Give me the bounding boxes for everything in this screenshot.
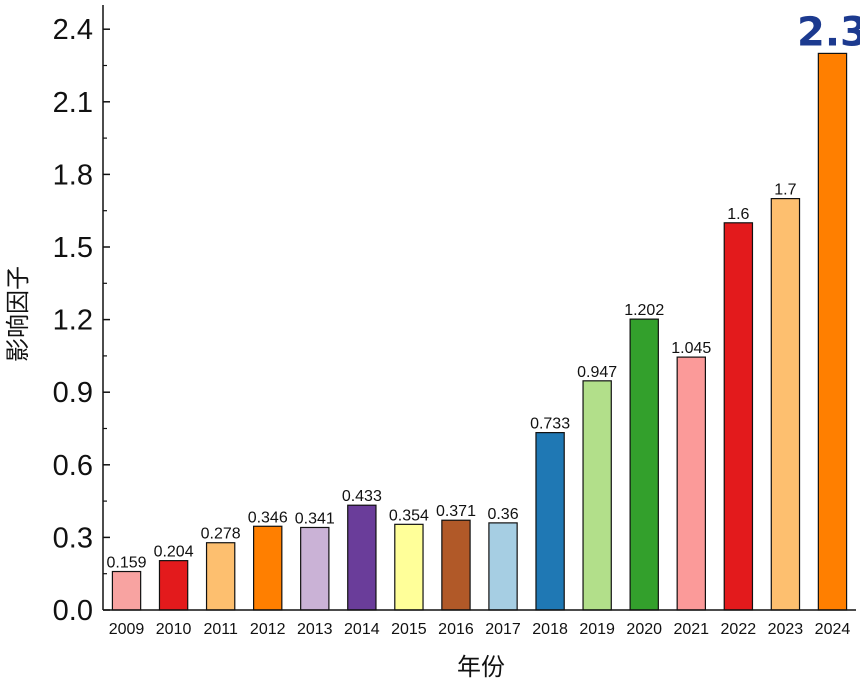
bar-2010	[158, 560, 189, 611]
bar-2012	[253, 525, 283, 611]
x-tick-label-2019: 2019	[579, 621, 615, 638]
x-axis-title: 年份	[457, 653, 505, 681]
bars-group: 0.159 0.204 0.278 0.346 0.341 0.433 0.354 0.371…	[107, 9, 860, 611]
x-tick-label-2015: 2015	[391, 621, 427, 638]
data-label-2023: 1.7	[774, 182, 796, 199]
x-tick-label-2009: 2009	[109, 621, 145, 638]
bar-2023	[770, 198, 801, 611]
data-label-2016: 0.371	[436, 503, 476, 520]
bar-2024	[817, 52, 848, 611]
x-tick-label-2022: 2022	[721, 621, 757, 638]
data-label-2018: 0.733	[530, 416, 570, 433]
x-tick-label-2016: 2016	[438, 621, 474, 638]
data-label-2022: 1.6	[727, 206, 749, 223]
data-label-2012: 0.346	[248, 509, 288, 526]
data-label-2024: 2.3	[797, 9, 860, 55]
bar-2018	[535, 432, 565, 611]
bar-2021	[676, 356, 706, 611]
y-tick-label-1.8: 1.8	[53, 159, 93, 191]
y-tick-label-0.6: 0.6	[53, 450, 93, 482]
bar-2009	[111, 570, 142, 611]
y-axis-title: 影响因子	[4, 266, 32, 362]
bar-2022	[723, 222, 754, 611]
x-tick-label-2018: 2018	[532, 621, 568, 638]
bar-2011	[205, 542, 236, 611]
data-label-2013: 0.341	[295, 510, 335, 527]
data-label-2021: 1.045	[671, 340, 711, 357]
data-label-2009: 0.159	[107, 555, 147, 572]
x-tick-label-2023: 2023	[768, 621, 804, 638]
bar-2019	[582, 380, 612, 611]
y-tick-label-1.2: 1.2	[53, 305, 93, 337]
x-tick-label-2020: 2020	[626, 621, 662, 638]
data-label-2017: 0.36	[487, 506, 518, 523]
data-label-2019: 0.947	[577, 364, 617, 381]
x-tick-label-2024: 2024	[815, 621, 851, 638]
data-label-2020: 1.202	[624, 302, 664, 319]
x-tick-label-2021: 2021	[673, 621, 709, 638]
y-tick-label-0.0: 0.0	[53, 595, 93, 627]
y-tick-label-1.5: 1.5	[53, 232, 93, 264]
x-tick-label-2014: 2014	[344, 621, 380, 638]
data-label-2015: 0.354	[389, 507, 429, 524]
axes-group: 2009 2010 2011 2012 2013 2014 2015 2016 2017 2018…	[53, 5, 856, 638]
x-tick-label-2012: 2012	[250, 621, 286, 638]
y-tick-label-0.3: 0.3	[53, 522, 93, 554]
bar-2020	[629, 318, 659, 611]
data-label-2010: 0.204	[154, 544, 194, 561]
y-tick-label-2.4: 2.4	[53, 14, 93, 46]
y-tick-label-2.1: 2.1	[53, 87, 93, 119]
x-tick-label-2011: 2011	[203, 621, 238, 638]
data-label-2014: 0.433	[342, 488, 382, 505]
data-label-2011: 0.278	[201, 526, 241, 543]
x-tick-label-2017: 2017	[485, 621, 521, 638]
bar-2015	[394, 523, 424, 611]
x-tick-label-2013: 2013	[297, 621, 333, 638]
bar-2016	[441, 519, 471, 611]
bar-2017	[488, 522, 518, 611]
bar-2014	[347, 504, 377, 611]
y-tick-label-0.9: 0.9	[53, 377, 93, 409]
bar-2013	[300, 526, 330, 611]
x-tick-label-2010: 2010	[156, 621, 192, 638]
